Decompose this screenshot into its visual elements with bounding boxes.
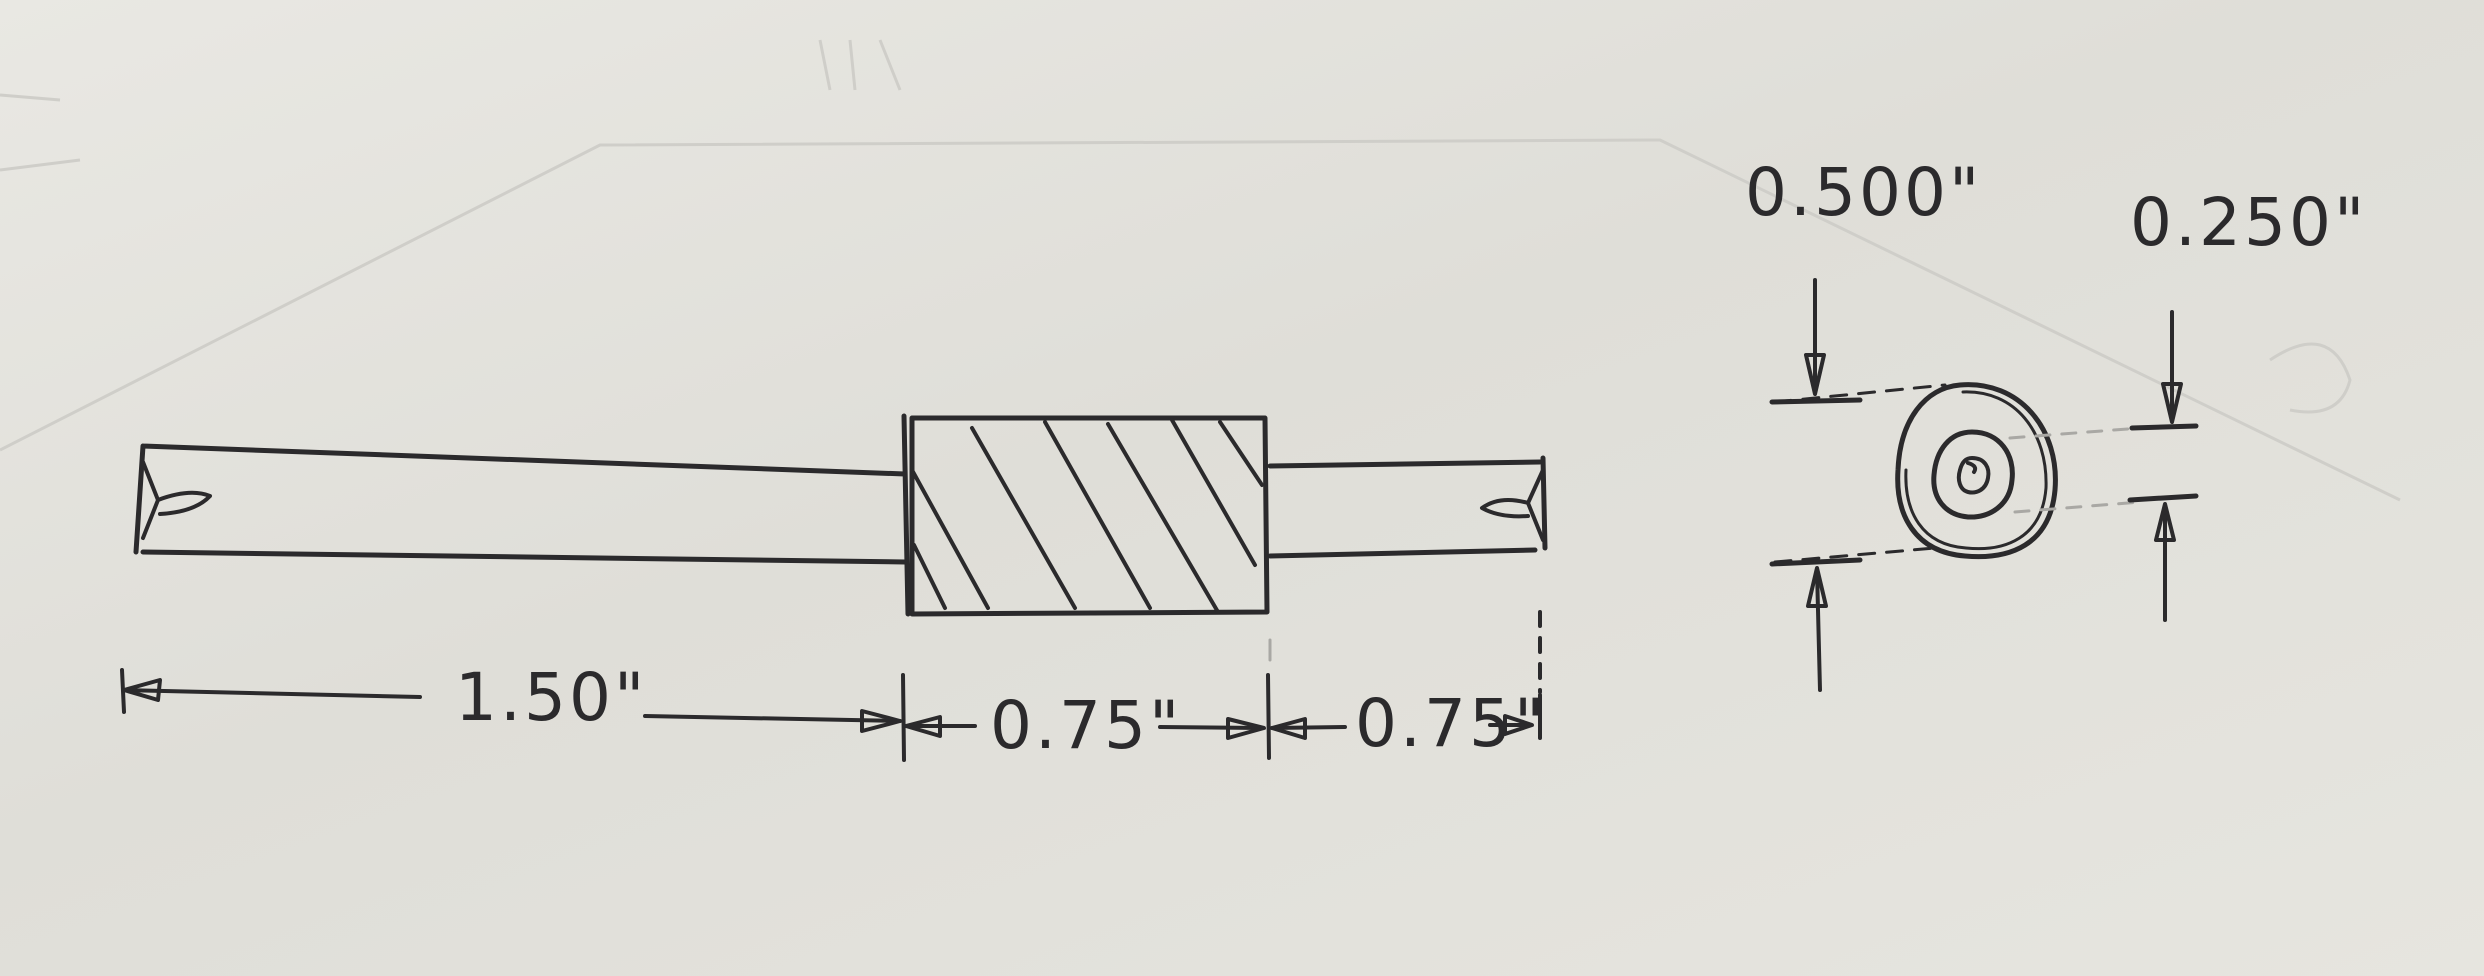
center-length-label: 0.75" [990, 687, 1182, 764]
left-center-hole [141, 460, 212, 540]
right-center-hole [1480, 468, 1545, 542]
left-shaft-outline [133, 443, 908, 565]
shaft-end-view [1773, 382, 2142, 564]
length-dimensions: 1.50" 0.75" 0.75" [120, 610, 1544, 764]
inner-circle [1931, 429, 2015, 520]
right-shaft-outline [1267, 455, 1548, 559]
background-ghost-lines [0, 39, 2401, 502]
outer-diameter-label: 0.500" [1745, 154, 1982, 231]
diameter-dimensions: 0.500" 0.250" [1745, 154, 2367, 692]
left-length-label: 1.50" [455, 659, 647, 736]
center-hatched-section [901, 413, 1270, 617]
inner-diameter-label: 0.250" [2130, 184, 2367, 261]
shaft-side-view [133, 413, 1548, 617]
outer-circle [1895, 382, 2058, 560]
center-mark [1956, 456, 1991, 495]
